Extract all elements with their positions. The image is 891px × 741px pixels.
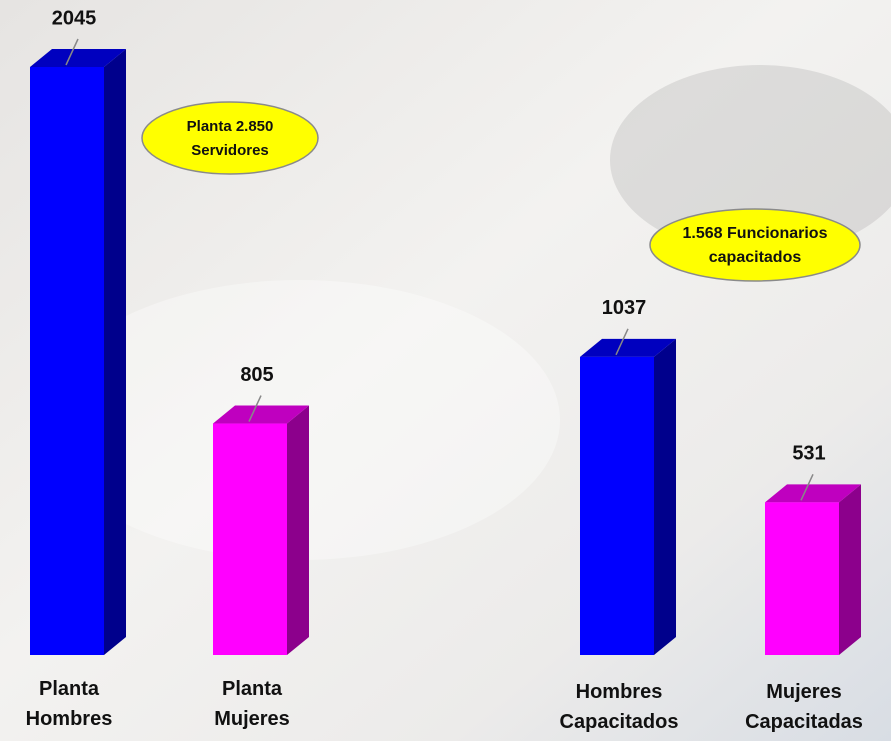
bar-side [287, 406, 309, 655]
value-label: 1037 [602, 297, 647, 319]
bar-side [104, 49, 126, 655]
annotation-text: Planta 2.850 [187, 118, 274, 135]
annotation-bubble [142, 102, 318, 174]
annotation-text: 1.568 Funcionarios [683, 225, 828, 242]
value-label: 805 [240, 364, 273, 386]
bar-side [839, 484, 861, 655]
value-label: 531 [792, 443, 825, 465]
bar-side [654, 339, 676, 655]
bar [213, 424, 287, 655]
annotation-text: capacitados [709, 249, 802, 266]
bar [765, 502, 839, 655]
chart: 2045PlantaHombres805PlantaMujeres1037Hom… [0, 0, 891, 741]
value-label: 2045 [52, 7, 97, 29]
bar [30, 67, 104, 655]
bar [580, 357, 654, 655]
annotation-bubble [650, 209, 860, 281]
annotation-text: Servidores [191, 142, 269, 159]
